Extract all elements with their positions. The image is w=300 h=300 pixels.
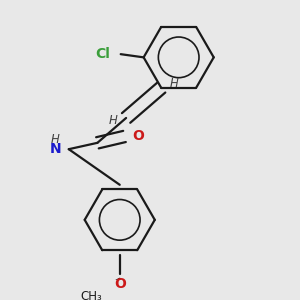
Text: O: O bbox=[132, 129, 144, 143]
Text: Cl: Cl bbox=[96, 46, 111, 61]
Text: O: O bbox=[114, 277, 126, 291]
Text: N: N bbox=[50, 142, 61, 156]
Text: H: H bbox=[51, 133, 60, 146]
Text: CH₃: CH₃ bbox=[81, 290, 103, 300]
Text: H: H bbox=[108, 114, 117, 127]
Text: H: H bbox=[170, 77, 179, 90]
